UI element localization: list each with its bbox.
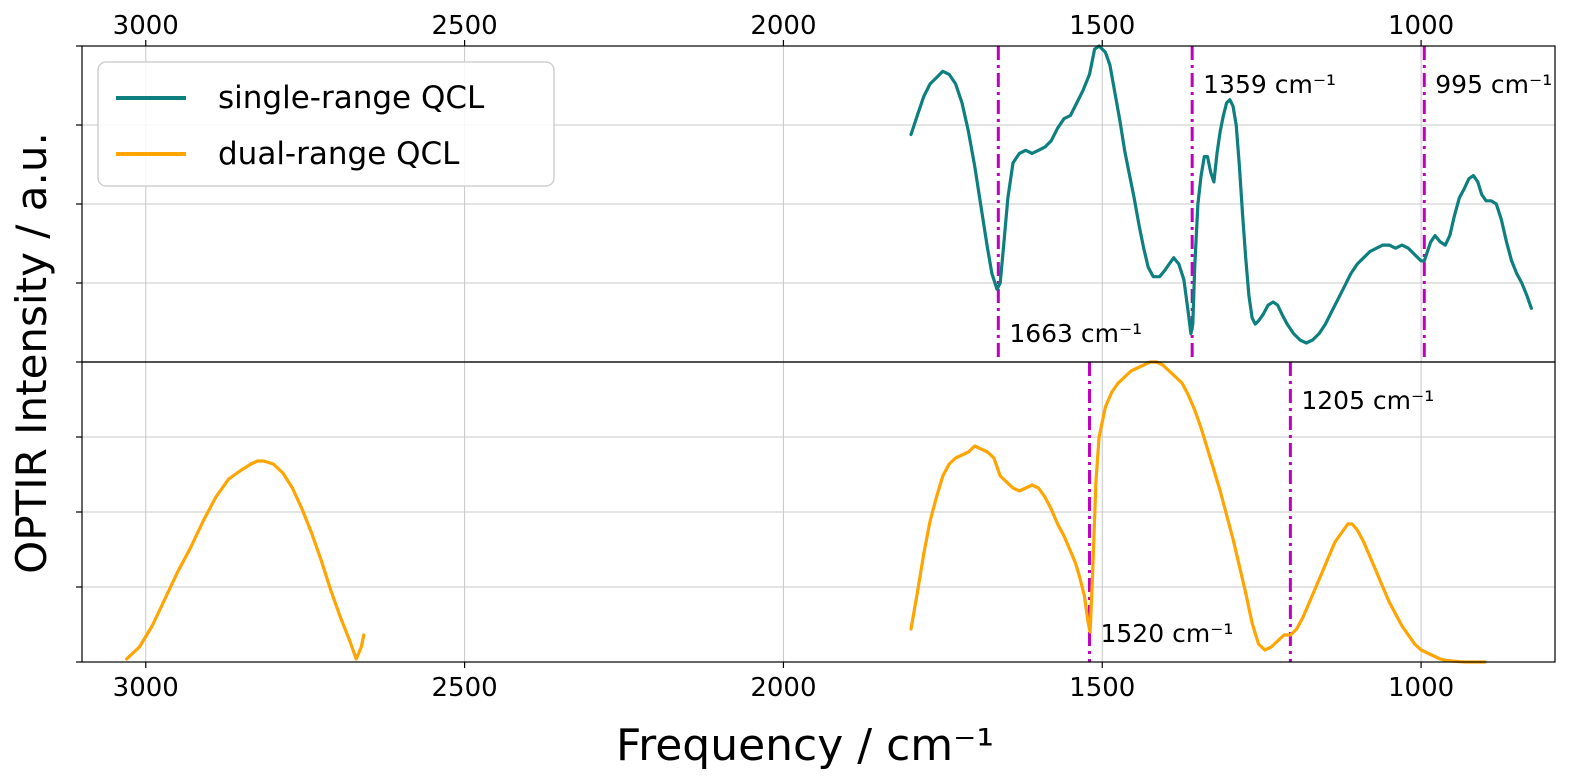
ticks-layer: 3000 3000 2500 2500 2000 2000 1500 1500 1000 1000 xyxy=(76,11,1454,703)
x-tick-label-bottom: 2500 xyxy=(432,673,498,703)
x-tick-label-bottom: 3000 xyxy=(113,673,179,703)
y-axis-title: OPTIR Intensity / a.u. xyxy=(7,132,56,574)
x-tick-label-bottom: 1000 xyxy=(1388,673,1454,703)
x-tick-label-top: 1000 xyxy=(1388,11,1454,41)
marker-label-1205: 1205 cm⁻¹ xyxy=(1301,386,1434,415)
x-tick-label-top: 3000 xyxy=(113,11,179,41)
x-tick-label-top: 2500 xyxy=(432,11,498,41)
series-layer xyxy=(125,44,1533,664)
x-tick-label-bottom: 1500 xyxy=(1069,673,1135,703)
x-tick-label-top: 1500 xyxy=(1069,11,1135,41)
annotation-layer: 1663 cm⁻¹ 1359 cm⁻¹ 995 cm⁻¹ 1520 cm⁻¹ 1205 … xyxy=(1009,70,1552,648)
legend-label-single: single-range QCL xyxy=(218,80,485,116)
marker-label-1520: 1520 cm⁻¹ xyxy=(1101,619,1234,648)
marker-layer xyxy=(996,46,1426,662)
legend: single-range QCL dual-range QCL xyxy=(97,61,555,187)
x-tick-label-bottom: 2000 xyxy=(750,673,816,703)
single-range-qcl-line-0 xyxy=(909,44,1533,345)
marker-label-1663: 1663 cm⁻¹ xyxy=(1009,319,1142,348)
legend-box xyxy=(97,61,555,187)
marker-label-1359: 1359 cm⁻¹ xyxy=(1203,70,1336,99)
dual-range-qcl-line-1 xyxy=(909,360,1487,664)
dual-range-qcl-line-0 xyxy=(125,459,366,661)
x-tick-label-top: 2000 xyxy=(750,11,816,41)
x-axis-title: Frequency / cm⁻¹ xyxy=(616,720,994,771)
marker-label-995: 995 cm⁻¹ xyxy=(1435,70,1552,99)
legend-label-dual: dual-range QCL xyxy=(218,136,460,172)
grid-layer xyxy=(82,46,1555,662)
